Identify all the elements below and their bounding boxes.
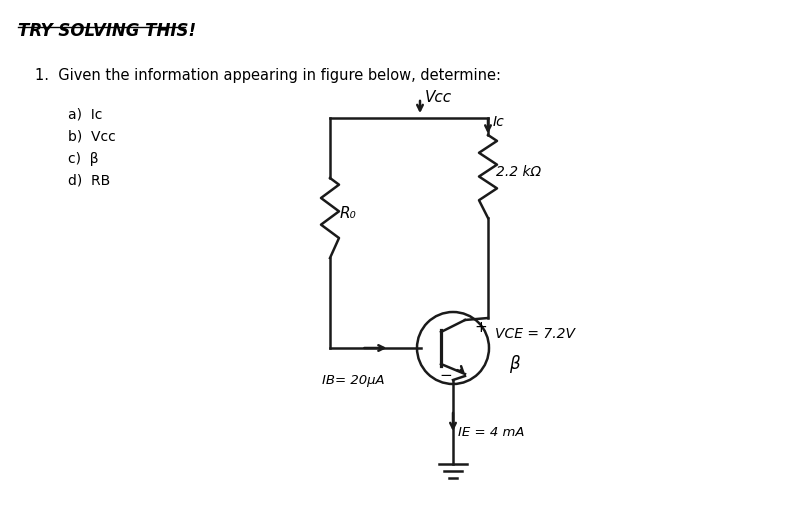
Text: R₀: R₀: [340, 206, 357, 221]
Text: +: +: [474, 320, 486, 336]
Text: b)  Vcc: b) Vcc: [68, 130, 115, 144]
Text: TRY SOLVING THIS!: TRY SOLVING THIS!: [18, 22, 196, 40]
Text: Ic: Ic: [493, 115, 505, 129]
Text: c)  β: c) β: [68, 152, 99, 166]
Text: d)  RB: d) RB: [68, 174, 111, 188]
Text: VCE = 7.2V: VCE = 7.2V: [495, 327, 575, 341]
Text: −: −: [439, 369, 452, 384]
Text: β: β: [509, 355, 520, 373]
Text: IE = 4 mA: IE = 4 mA: [458, 426, 525, 439]
Text: 2.2 kΩ: 2.2 kΩ: [496, 165, 541, 179]
Text: Vcc: Vcc: [425, 90, 452, 105]
Text: IB= 20μA: IB= 20μA: [322, 374, 384, 387]
Text: 1.  Given the information appearing in figure below, determine:: 1. Given the information appearing in fi…: [35, 68, 501, 83]
Text: a)  Ic: a) Ic: [68, 108, 103, 122]
